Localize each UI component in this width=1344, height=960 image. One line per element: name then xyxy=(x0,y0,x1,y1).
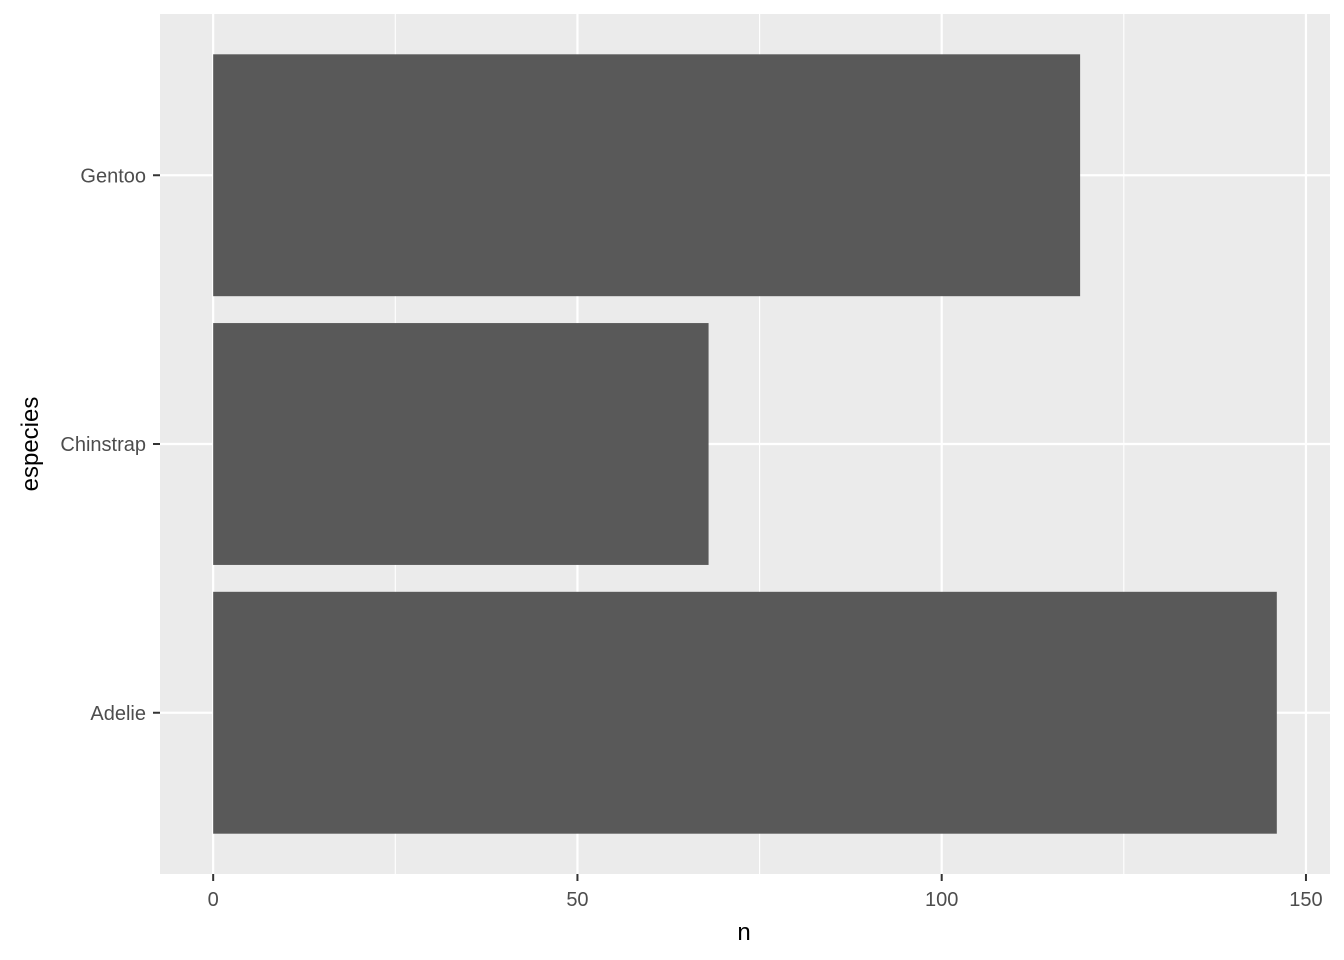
x-tick-label: 150 xyxy=(1289,889,1322,911)
y-tick-label: Chinstrap xyxy=(60,434,146,456)
y-axis: Adelie Chinstrap Gentoo xyxy=(60,165,160,725)
y-tick-label: Adelie xyxy=(90,703,146,725)
x-axis: 0 50 100 150 xyxy=(208,874,1323,911)
bar-adelie xyxy=(213,591,1277,834)
bar-chinstrap xyxy=(213,323,709,565)
y-tick-label: Gentoo xyxy=(80,165,146,187)
x-tick-label: 0 xyxy=(208,889,219,911)
bars xyxy=(213,54,1277,834)
x-tick-label: 100 xyxy=(925,889,958,911)
bar-gentoo xyxy=(213,54,1081,297)
x-tick-label: 50 xyxy=(566,889,588,911)
y-axis-title: especies xyxy=(17,397,44,492)
x-axis-title: n xyxy=(737,919,750,946)
